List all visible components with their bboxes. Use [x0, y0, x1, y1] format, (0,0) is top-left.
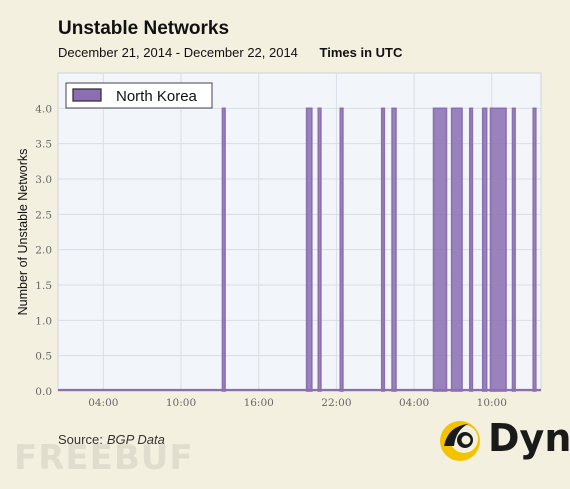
chart-subtitle: December 21, 2014 - December 22, 2014 Ti… — [58, 45, 402, 60]
spike-bar — [339, 107, 344, 392]
y-axis-label: Number of Unstable Networks — [16, 149, 30, 316]
y-tick-label: 3.0 — [35, 174, 52, 186]
chart-legend: North Korea — [65, 82, 213, 109]
y-tick-label: 0.5 — [35, 351, 52, 363]
y-tick-label: 1.0 — [35, 315, 52, 327]
source-note: Source: BGP Data — [58, 432, 165, 447]
x-tick-label: 04:00 — [399, 397, 429, 409]
dyn-swirl-icon — [440, 421, 480, 461]
y-tick-label: 2.0 — [35, 245, 52, 257]
dyn-logo: Dyn — [434, 416, 570, 466]
spike-bar — [317, 107, 322, 392]
legend-swatch-north-korea — [72, 88, 102, 102]
y-tick-label: 0.0 — [35, 386, 52, 398]
y-tick-label: 1.5 — [35, 280, 52, 292]
timezone-note: Times in UTC — [319, 45, 403, 60]
legend-label-north-korea: North Korea — [116, 88, 198, 105]
x-tick-label: 10:00 — [166, 397, 196, 409]
y-tick-label: 2.5 — [35, 209, 52, 221]
spike-bar — [481, 107, 488, 392]
y-tick-label: 4.0 — [35, 103, 52, 115]
chart-title: Unstable Networks — [58, 18, 230, 39]
plot-area — [57, 72, 542, 392]
spike-bar — [468, 107, 474, 392]
spike-bar — [221, 107, 226, 392]
date-range: December 21, 2014 - December 22, 2014 — [58, 45, 298, 60]
y-axis-ticks: 0.0 0.5 1.0 1.5 2.0 2.5 3.0 3.5 4.0 — [35, 103, 52, 398]
freebuf-watermark: FREEBUF — [14, 438, 194, 478]
x-tick-label: 22:00 — [321, 397, 351, 409]
y-tick-label: 3.5 — [35, 139, 52, 151]
series-north-korea — [58, 107, 541, 392]
source-name: BGP Data — [106, 432, 165, 447]
brand-name: Dyn — [488, 416, 570, 460]
spike-bar — [432, 107, 448, 392]
spike-bar — [380, 107, 386, 392]
spike-bar — [305, 107, 313, 392]
spike-bar — [391, 107, 397, 392]
spike-bar — [450, 107, 463, 392]
spike-bar — [489, 107, 507, 392]
spike-bar — [511, 107, 516, 392]
source-label: Source: — [58, 432, 103, 447]
x-tick-label: 10:00 — [477, 397, 507, 409]
spike-bar — [532, 107, 537, 392]
x-tick-label: 04:00 — [88, 397, 118, 409]
x-axis-ticks: 04:00 10:00 16:00 22:00 04:00 10:00 — [88, 397, 507, 409]
x-tick-label: 16:00 — [244, 397, 274, 409]
